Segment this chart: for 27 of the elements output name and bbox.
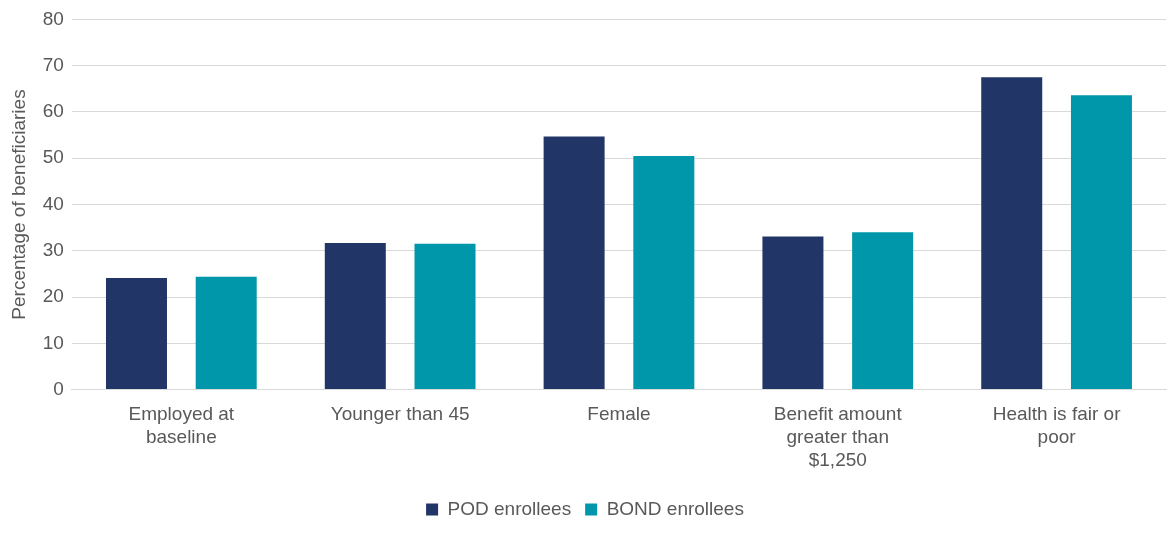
legend-label: BOND enrollees — [606, 497, 744, 519]
y-tick-label: 70 — [42, 53, 64, 75]
x-tick-label: Health is fair or poor — [992, 403, 1122, 448]
bar — [633, 155, 695, 390]
y-axis-title: Percentage of beneficiaries — [7, 89, 29, 320]
bar — [981, 77, 1043, 390]
bar — [414, 243, 476, 390]
y-tick-label: 0 — [53, 377, 64, 399]
bar — [762, 236, 824, 390]
y-tick-label: 50 — [42, 146, 64, 168]
bar — [852, 232, 914, 390]
y-tick-label: 60 — [42, 100, 64, 122]
x-tick-label: Benefit amount greater than $1,250 — [773, 403, 903, 470]
y-tick-label: 40 — [42, 192, 64, 214]
x-tick-label: Employed at baseline — [128, 403, 235, 448]
x-tick-label: Younger than 45 — [330, 403, 470, 425]
bar — [105, 278, 167, 390]
bar — [1070, 95, 1132, 390]
x-tick-label: Female — [587, 403, 651, 425]
bar — [324, 242, 386, 390]
y-tick-label: 30 — [42, 239, 64, 261]
y-tick-label: 10 — [42, 331, 64, 353]
y-tick-label: 80 — [42, 7, 64, 29]
y-tick-label: 20 — [42, 285, 64, 307]
legend-label: POD enrollees — [447, 497, 572, 519]
bar — [195, 276, 257, 390]
bar — [543, 136, 605, 390]
